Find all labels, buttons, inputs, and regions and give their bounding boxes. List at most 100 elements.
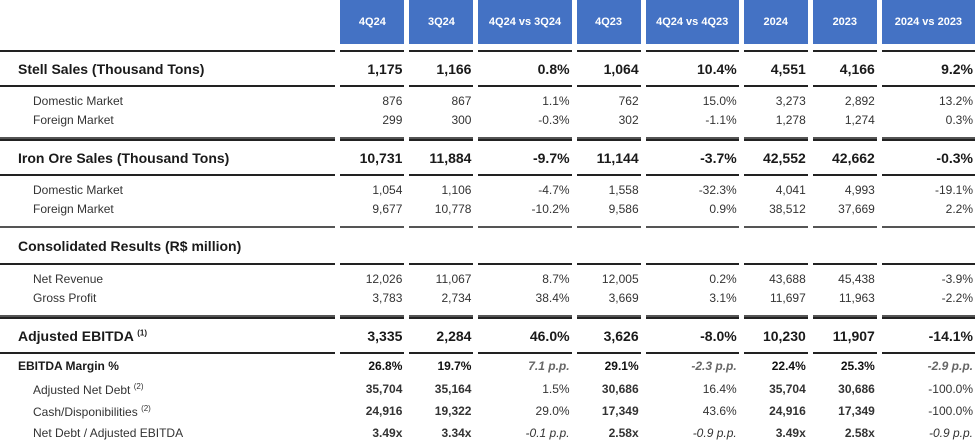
value-cell: 4,551 xyxy=(743,50,808,87)
table-row: Consolidated Results (R$ million) xyxy=(0,228,975,263)
value-cell: -14.1% xyxy=(881,317,975,354)
value-cell: 3.34x xyxy=(441,426,472,440)
value-cell: 4,993 xyxy=(844,182,875,197)
table-row: Foreign Market 9,677 10,778 -10.2% 9,586 0.9%… xyxy=(0,200,975,228)
value-cell: 25.3% xyxy=(840,359,875,373)
value-cell: -0.3% xyxy=(478,111,572,139)
row-label-text: Gross Profit xyxy=(33,291,97,305)
table-row: Adjusted Net Debt (2) 35,704 35,164 1.5% 30,… xyxy=(0,378,975,400)
value-cell: 4,041 xyxy=(775,182,806,197)
value-cell: 1,274 xyxy=(812,111,877,139)
value-cell: -0.3% xyxy=(881,139,975,176)
value-cell: 4,166 xyxy=(812,50,877,87)
row-label: Net Debt / Adjusted EBITDA xyxy=(0,422,335,444)
value-cell: 22.4% xyxy=(771,359,806,373)
row-label: Cash/Disponibilities (2) xyxy=(0,400,335,422)
value-cell: 11,884 xyxy=(409,139,474,176)
value-cell: 3.49x xyxy=(372,426,403,440)
value-cell: 19.7% xyxy=(437,359,472,373)
value-cell: 45,438 xyxy=(812,263,877,289)
value-cell: -0.1 p.p. xyxy=(525,426,570,440)
column-header: 3Q24 xyxy=(409,0,474,44)
value-cell: 37,669 xyxy=(812,200,877,228)
table-row: Adjusted EBITDA (1) 3,335 2,284 46.0% 3,626-… xyxy=(0,317,975,354)
value-cell: -100.0% xyxy=(928,404,973,418)
value-cell: 1.1% xyxy=(542,93,570,108)
value-cell: -3.7% xyxy=(645,139,739,176)
row-label-text: Iron Ore Sales (Thousand Tons) xyxy=(18,149,230,166)
row-label-text: Net Debt / Adjusted EBITDA xyxy=(33,426,184,440)
value-cell: 1.5% xyxy=(542,382,570,396)
column-header: 4Q24 xyxy=(340,0,405,44)
row-label-text: Foreign Market xyxy=(33,202,114,216)
value-cell: 9.2% xyxy=(881,50,975,87)
value-cell: 11,144 xyxy=(576,139,641,176)
value-cell: -4.7% xyxy=(538,182,570,197)
row-label-text: Foreign Market xyxy=(33,113,114,127)
value-cell xyxy=(882,228,975,263)
value-cell xyxy=(340,228,404,263)
value-cell: 300 xyxy=(409,111,474,139)
value-cell: 35,704 xyxy=(365,382,403,396)
footnote-marker: (2) xyxy=(133,381,144,391)
value-cell: 3,335 xyxy=(340,317,405,354)
table-row: Net Revenue 12,026 11,067 8.7% 12,005 0.2% 43,… xyxy=(0,263,975,289)
value-cell: -0.9 p.p. xyxy=(928,426,973,440)
value-cell: 24,916 xyxy=(769,404,806,418)
value-cell xyxy=(744,228,808,263)
value-cell: -19.1% xyxy=(934,182,973,197)
value-cell: 2,734 xyxy=(409,289,474,317)
value-cell: 42,662 xyxy=(812,139,877,176)
value-cell xyxy=(478,228,571,263)
value-cell: 1,558 xyxy=(608,182,639,197)
value-cell: 9,677 xyxy=(340,200,405,228)
row-label: Adjusted EBITDA (1) xyxy=(0,317,336,354)
value-cell: -2.3 p.p. xyxy=(691,359,737,373)
row-label-text: Adjusted EBITDA xyxy=(18,327,134,344)
value-cell: 11,963 xyxy=(812,289,877,317)
row-label: Gross Profit xyxy=(0,289,336,317)
row-label: Foreign Market xyxy=(0,111,336,139)
value-cell: 2,284 xyxy=(409,317,474,354)
value-cell: 29.0% xyxy=(535,404,570,418)
value-cell: 8.7% xyxy=(478,263,572,289)
value-cell: 10,778 xyxy=(409,200,474,228)
column-header: 4Q24 vs 4Q23 xyxy=(645,0,739,44)
value-cell: 867 xyxy=(451,93,472,108)
value-cell: 15.0% xyxy=(702,93,737,108)
column-header: 4Q24 vs 3Q24 xyxy=(478,0,572,44)
table-row: Foreign Market 299 300 -0.3% 302 -1.1% 1,278 1,… xyxy=(0,111,975,139)
value-cell: 10.4% xyxy=(645,50,739,87)
row-label: Consolidated Results (R$ million) xyxy=(0,228,335,263)
value-cell: 0.8% xyxy=(478,50,572,87)
row-label: Net Revenue xyxy=(0,263,336,289)
header-spacer xyxy=(0,0,335,44)
table-row: Stell Sales (Thousand Tons) 1,175 1,166 0.8… xyxy=(0,50,975,87)
value-cell: -9.7% xyxy=(478,139,572,176)
value-cell: 12,005 xyxy=(576,263,641,289)
value-cell: 3,273 xyxy=(775,93,806,108)
value-cell: 17,349 xyxy=(838,404,875,418)
value-cell: 11,067 xyxy=(409,263,474,289)
table-row: Net Debt / Adjusted EBITDA 3.49x 3.34x -0.1… xyxy=(0,422,975,444)
column-header: 2023 xyxy=(812,0,877,44)
value-cell: 19,322 xyxy=(434,404,472,418)
row-label: Iron Ore Sales (Thousand Tons) xyxy=(0,139,336,176)
value-cell: 0.9% xyxy=(645,200,739,228)
value-cell: -2.9 p.p. xyxy=(927,359,973,373)
value-cell: -1.1% xyxy=(645,111,739,139)
row-label: Domestic Market xyxy=(0,176,335,200)
row-label-text: Adjusted Net Debt xyxy=(33,382,131,397)
value-cell: 3,669 xyxy=(576,289,641,317)
value-cell: 2.58x xyxy=(844,426,875,440)
value-cell: 302 xyxy=(576,111,641,139)
value-cell: 43.6% xyxy=(702,404,737,418)
value-cell: 42,552 xyxy=(743,139,808,176)
value-cell: 43,688 xyxy=(743,263,808,289)
value-cell xyxy=(813,228,877,263)
row-label-text: Domestic Market xyxy=(33,182,124,197)
row-label-text: Stell Sales (Thousand Tons) xyxy=(18,60,205,77)
value-cell: 17,349 xyxy=(601,404,639,418)
value-cell: 35,164 xyxy=(434,382,472,396)
value-cell: -3.9% xyxy=(881,263,975,289)
